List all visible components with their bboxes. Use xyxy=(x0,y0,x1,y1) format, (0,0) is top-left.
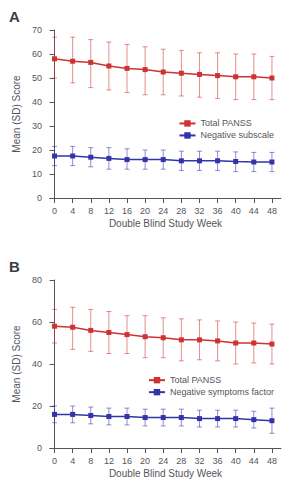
svg-text:36: 36 xyxy=(213,206,223,216)
svg-text:Double Blind Study Week: Double Blind Study Week xyxy=(109,218,223,229)
svg-text:24: 24 xyxy=(158,456,168,466)
svg-text:80: 80 xyxy=(32,275,42,285)
svg-text:0: 0 xyxy=(52,206,57,216)
svg-text:48: 48 xyxy=(267,456,277,466)
svg-text:Total PANSS: Total PANSS xyxy=(170,375,221,385)
svg-text:48: 48 xyxy=(267,206,277,216)
svg-text:60: 60 xyxy=(32,49,42,59)
svg-text:40: 40 xyxy=(32,359,42,369)
svg-text:0: 0 xyxy=(52,456,57,466)
svg-text:4: 4 xyxy=(70,206,75,216)
svg-text:16: 16 xyxy=(122,206,132,216)
svg-text:4: 4 xyxy=(70,456,75,466)
svg-text:44: 44 xyxy=(249,456,259,466)
svg-text:40: 40 xyxy=(231,456,241,466)
svg-text:40: 40 xyxy=(32,97,42,107)
svg-text:40: 40 xyxy=(231,206,241,216)
svg-text:8: 8 xyxy=(88,206,93,216)
svg-text:10: 10 xyxy=(32,169,42,179)
svg-text:8: 8 xyxy=(88,456,93,466)
svg-text:28: 28 xyxy=(176,456,186,466)
svg-text:44: 44 xyxy=(249,206,259,216)
svg-text:Double Blind Study Week: Double Blind Study Week xyxy=(109,468,223,479)
svg-text:60: 60 xyxy=(32,317,42,327)
svg-text:30: 30 xyxy=(32,121,42,131)
svg-text:Total PANSS: Total PANSS xyxy=(200,118,251,128)
svg-text:24: 24 xyxy=(158,206,168,216)
svg-text:0: 0 xyxy=(37,443,42,453)
svg-text:Negative symptoms factor: Negative symptoms factor xyxy=(170,387,274,397)
svg-text:Mean (SD) Score: Mean (SD) Score xyxy=(11,75,22,153)
svg-text:12: 12 xyxy=(104,206,114,216)
svg-text:20: 20 xyxy=(140,206,150,216)
svg-text:20: 20 xyxy=(32,145,42,155)
svg-text:20: 20 xyxy=(140,456,150,466)
svg-text:20: 20 xyxy=(32,401,42,411)
svg-text:32: 32 xyxy=(194,206,204,216)
svg-text:16: 16 xyxy=(122,456,132,466)
svg-text:28: 28 xyxy=(176,206,186,216)
svg-text:Negative subscale: Negative subscale xyxy=(200,130,274,140)
svg-text:0: 0 xyxy=(37,193,42,203)
svg-text:70: 70 xyxy=(32,25,42,35)
svg-text:36: 36 xyxy=(213,456,223,466)
svg-text:12: 12 xyxy=(104,456,114,466)
svg-text:B: B xyxy=(9,258,20,275)
svg-text:Mean (SD) Score: Mean (SD) Score xyxy=(11,325,22,403)
svg-text:50: 50 xyxy=(32,73,42,83)
svg-text:32: 32 xyxy=(194,456,204,466)
svg-text:A: A xyxy=(9,8,20,25)
